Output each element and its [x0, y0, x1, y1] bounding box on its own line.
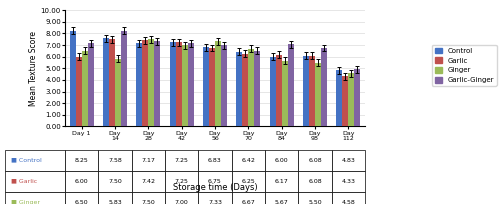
Bar	[103, 38, 109, 126]
Bar	[142, 40, 148, 126]
Bar	[70, 31, 75, 126]
Bar	[336, 70, 342, 126]
Bar	[215, 41, 221, 126]
Bar	[121, 31, 127, 126]
Bar	[315, 63, 321, 126]
Bar	[354, 69, 360, 126]
Bar	[176, 42, 182, 126]
Bar	[154, 41, 160, 126]
X-axis label: Storage time (Days): Storage time (Days)	[172, 183, 258, 192]
Bar	[136, 43, 142, 126]
Bar	[309, 56, 315, 126]
Bar	[321, 48, 327, 126]
Bar	[348, 73, 354, 126]
Bar	[182, 45, 188, 126]
Bar	[82, 51, 87, 126]
Bar	[88, 43, 94, 126]
Bar	[109, 39, 115, 126]
Bar	[248, 49, 254, 126]
Y-axis label: Mean Texture Score: Mean Texture Score	[29, 31, 38, 106]
Bar	[288, 44, 294, 126]
Bar	[115, 59, 121, 126]
Bar	[236, 52, 242, 126]
Legend: Control, Garlic, Ginger, Garlic-Ginger: Control, Garlic, Ginger, Garlic-Ginger	[432, 45, 496, 86]
Bar	[254, 51, 260, 126]
Bar	[342, 76, 348, 126]
Bar	[242, 54, 248, 126]
Bar	[188, 43, 194, 126]
Bar	[276, 55, 281, 126]
Bar	[303, 56, 309, 126]
Bar	[282, 61, 288, 126]
Bar	[170, 42, 175, 126]
Bar	[203, 47, 209, 126]
Bar	[221, 45, 227, 126]
Bar	[76, 57, 82, 126]
Bar	[209, 48, 215, 126]
Bar	[270, 57, 276, 126]
Bar	[148, 39, 154, 126]
